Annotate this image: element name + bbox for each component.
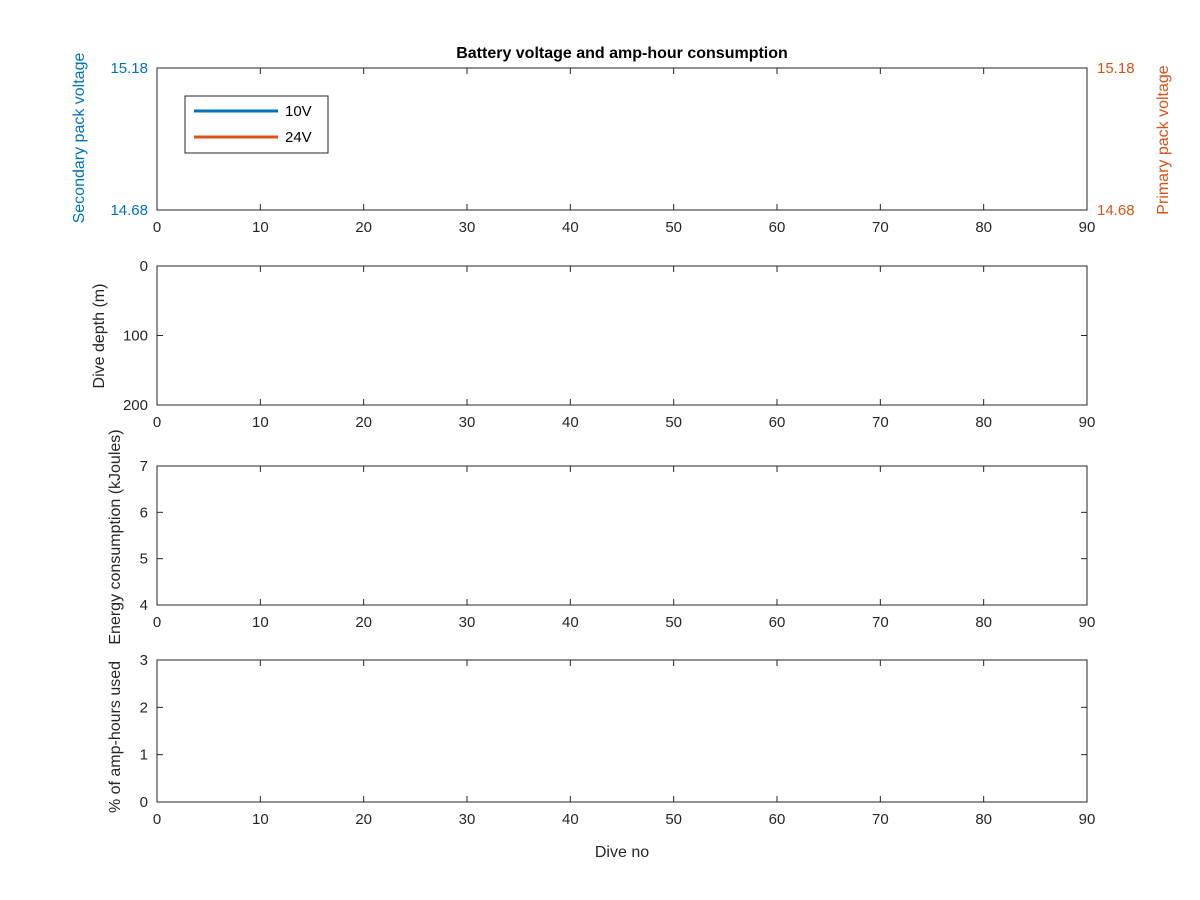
y-tick-label: 6 (140, 504, 148, 521)
y-right-tick-label: 15.18 (1097, 60, 1135, 77)
x-tick-label: 90 (1079, 219, 1096, 236)
x-tick-label: 50 (665, 414, 682, 431)
x-tick-label: 40 (562, 414, 579, 431)
y-right-axis-label: Primary pack voltage (1155, 65, 1172, 214)
chart-title: Battery voltage and amp-hour consumption (456, 45, 788, 62)
y-tick-label: 14.68 (110, 202, 148, 219)
y-tick-label: 7 (140, 458, 148, 475)
y-tick-label: 15.18 (110, 60, 148, 77)
x-tick-label: 0 (153, 811, 161, 828)
y-tick-label: 4 (140, 597, 148, 614)
x-tick-label: 10 (252, 614, 269, 631)
y-tick-label: 200 (123, 397, 148, 414)
y-tick-label: 1 (140, 747, 148, 764)
x-tick-label: 30 (459, 219, 476, 236)
x-tick-label: 50 (665, 614, 682, 631)
x-tick-label: 10 (252, 414, 269, 431)
amp-hours-subplot: 0 10 20 30 40 50 60 70 80 90 0 1 2 3 % of amp-hours us… (107, 652, 1095, 861)
x-tick-label: 60 (769, 811, 786, 828)
x-tick-label: 50 (665, 811, 682, 828)
x-tick-label: 40 (562, 219, 579, 236)
legend-label: 24V (285, 129, 312, 146)
x-tick-label: 40 (562, 811, 579, 828)
x-tick-label: 70 (872, 219, 889, 236)
x-tick-label: 0 (153, 414, 161, 431)
y-tick-label: 2 (140, 699, 148, 716)
x-tick-label: 70 (872, 414, 889, 431)
x-tick-label: 30 (459, 811, 476, 828)
y-axis-label: Dive depth (m) (91, 284, 108, 389)
energy-subplot: 0 10 20 30 40 50 60 70 80 90 4 5 6 7 Energy consumptio… (107, 429, 1095, 644)
x-tick-label: 0 (153, 614, 161, 631)
x-tick-label: 10 (252, 811, 269, 828)
axes-frame (156, 465, 1088, 606)
x-tick-label: 80 (975, 614, 992, 631)
x-tick-label: 0 (153, 219, 161, 236)
x-tick-label: 20 (355, 811, 372, 828)
y-tick-label: 0 (140, 794, 148, 811)
y-tick-label: 100 (123, 328, 148, 345)
x-tick-label: 50 (665, 219, 682, 236)
x-tick-label: 70 (872, 614, 889, 631)
x-tick-label: 10 (252, 219, 269, 236)
x-tick-label: 80 (975, 414, 992, 431)
legend-label: 10V (285, 103, 312, 120)
voltage-subplot: 0 10 20 30 40 50 60 70 80 9014.6815.1814.6815.18S… (71, 45, 1172, 236)
x-tick-label: 90 (1079, 614, 1096, 631)
x-tick-label: 60 (769, 414, 786, 431)
y-tick-label: 0 (140, 258, 148, 275)
axes-frame (156, 265, 1088, 406)
x-tick-label: 80 (975, 219, 992, 236)
y-axis-label: Energy consumption (kJoules) (107, 429, 124, 644)
x-tick-label: 60 (769, 614, 786, 631)
legend: 10V 24V (184, 95, 329, 154)
y-axis-label: % of amp-hours used (107, 661, 124, 813)
x-tick-label: 80 (975, 811, 992, 828)
x-tick-label: 30 (459, 614, 476, 631)
axes-frame (156, 659, 1088, 803)
y-tick-label: 5 (140, 551, 148, 568)
x-tick-label: 20 (355, 614, 372, 631)
x-tick-label: 90 (1079, 811, 1096, 828)
x-tick-label: 70 (872, 811, 889, 828)
x-tick-label: 60 (769, 219, 786, 236)
legend-box (184, 95, 329, 154)
x-tick-label: 30 (459, 414, 476, 431)
x-tick-label: 20 (355, 414, 372, 431)
y-right-tick-label: 14.68 (1097, 202, 1135, 219)
y-axis-label: Secondary pack voltage (71, 53, 88, 224)
x-tick-label: 90 (1079, 414, 1096, 431)
x-tick-label: 40 (562, 614, 579, 631)
y-tick-label: 3 (140, 652, 148, 669)
x-axis-label: Dive no (595, 844, 649, 861)
depth-subplot: 0 10 20 30 40 50 60 70 80 90 0 100 200 Dive depth (m) (91, 258, 1095, 431)
x-tick-label: 20 (355, 219, 372, 236)
